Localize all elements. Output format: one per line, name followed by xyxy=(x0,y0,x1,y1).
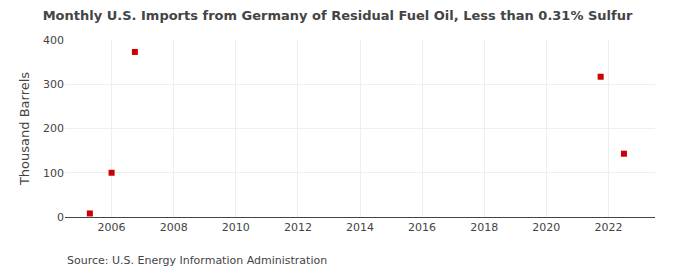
svg-text:Thousand Barrels: Thousand Barrels xyxy=(17,72,32,186)
svg-text:2006: 2006 xyxy=(98,221,126,234)
svg-text:2010: 2010 xyxy=(222,221,250,234)
svg-text:400: 400 xyxy=(43,34,64,47)
svg-text:0: 0 xyxy=(57,211,64,224)
svg-text:2014: 2014 xyxy=(346,221,374,234)
svg-text:2022: 2022 xyxy=(594,221,622,234)
svg-text:2016: 2016 xyxy=(408,221,436,234)
svg-text:2020: 2020 xyxy=(532,221,560,234)
svg-text:2008: 2008 xyxy=(160,221,188,234)
svg-text:200: 200 xyxy=(43,122,64,135)
svg-text:2018: 2018 xyxy=(470,221,498,234)
svg-text:300: 300 xyxy=(43,78,64,91)
svg-text:2012: 2012 xyxy=(284,221,312,234)
svg-text:100: 100 xyxy=(43,167,64,180)
svg-text:Source: U.S. Energy Informatio: Source: U.S. Energy Information Administ… xyxy=(67,254,327,267)
svg-text:Monthly U.S. Imports from Germ: Monthly U.S. Imports from Germany of Res… xyxy=(43,8,633,23)
